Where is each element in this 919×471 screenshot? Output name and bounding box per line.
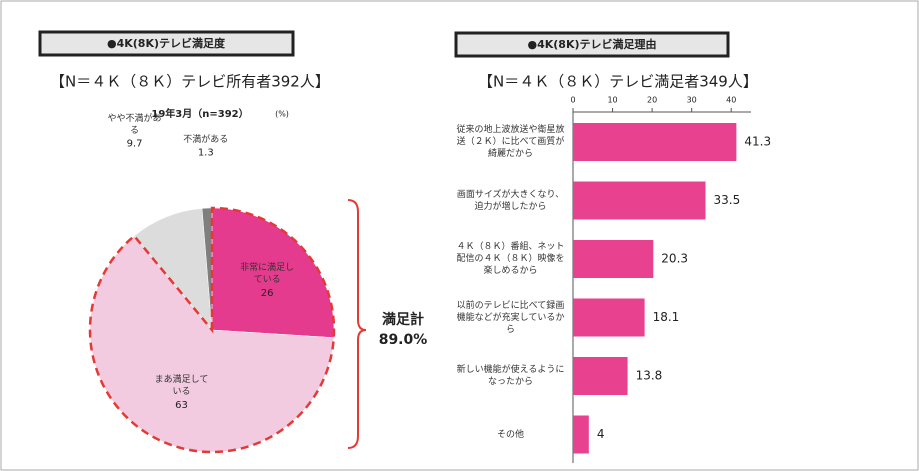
x-tick-label: 10 xyxy=(607,96,617,105)
category-label-box: 以前のテレビに比べて録画機能などが充実しているから xyxy=(456,300,565,335)
bar xyxy=(573,357,628,395)
slice-label: 不満がある xyxy=(183,134,229,145)
slice-label: まあ満足している xyxy=(154,374,209,397)
chart-title: ●4K(8K)テレビ満足度 xyxy=(107,36,226,50)
unit-label: (%) xyxy=(275,110,289,119)
bar-value: 18.1 xyxy=(653,310,680,324)
category-label-box: 新しい機能が使えるようになったから xyxy=(456,365,565,387)
chart-title: ●4K(8K)テレビ満足理由 xyxy=(527,37,656,51)
satisfied-outline xyxy=(88,206,336,454)
bar-value: 20.3 xyxy=(661,252,688,266)
slice-label-box: まあ満足している xyxy=(154,374,209,397)
bar xyxy=(573,240,654,278)
annotation-value: 89.0% xyxy=(379,332,428,348)
bar-value: 13.8 xyxy=(636,369,663,383)
category-label: 以前のテレビに比べて録画機能などが充実しているから xyxy=(456,300,565,335)
slice-value: 63 xyxy=(175,400,188,411)
category-label: 新しい機能が使えるようになったから xyxy=(456,365,565,387)
bar xyxy=(573,123,737,161)
slice-value: 26 xyxy=(261,288,274,299)
bar xyxy=(573,415,589,454)
category-label-box: ４Ｋ（８Ｋ）番組、ネット配信の４Ｋ（８Ｋ）映像を楽しめるから xyxy=(456,242,565,276)
bar-value: 4 xyxy=(597,427,605,441)
pie-slice xyxy=(133,208,213,331)
title-box xyxy=(38,30,295,57)
slice-value: 1.3 xyxy=(198,148,214,159)
x-tick-label: 40 xyxy=(726,96,736,105)
slice-label-box: 不満がある xyxy=(183,134,229,145)
slice-label-box: 非常に満足している xyxy=(240,263,295,286)
slice-label: 非常に満足している xyxy=(240,263,295,286)
category-label-box: 従来の地上波放送や衛星放送（２Ｋ）に比べて画質が綺麗だから xyxy=(456,125,565,159)
bar-value: 33.5 xyxy=(714,193,741,207)
category-label-box: 画面サイズが大きくなり、迫力が増したから xyxy=(456,189,565,212)
slice-value: 9.7 xyxy=(127,139,143,150)
category-label-box: その他 xyxy=(496,429,524,440)
bar-value: 41.3 xyxy=(744,135,771,149)
series-label: 19年3月（n=392） xyxy=(151,107,248,120)
x-tick-label: 30 xyxy=(687,96,697,105)
x-tick-label: 0 xyxy=(570,96,575,105)
bar xyxy=(573,298,645,337)
chart-subtitle: 【N＝４Ｋ（８Ｋ）テレビ所有者392人】 xyxy=(50,73,330,91)
bracket xyxy=(347,199,367,449)
x-tick-label: 20 xyxy=(647,96,657,105)
slice-label-box: やや不満がある xyxy=(107,113,162,136)
category-label: 従来の地上波放送や衛星放送（２Ｋ）に比べて画質が綺麗だから xyxy=(456,125,565,159)
chart-subtitle: 【N＝４Ｋ（８Ｋ）テレビ満足者349人】 xyxy=(478,73,758,91)
category-label: その他 xyxy=(496,429,524,440)
bar xyxy=(573,181,706,220)
annotation-text: 満足計 xyxy=(382,311,424,328)
title-box xyxy=(454,31,730,58)
slice-label: やや不満がある xyxy=(107,113,162,136)
category-label: 画面サイズが大きくなり、迫力が増したから xyxy=(456,189,565,212)
category-label: ４Ｋ（８Ｋ）番組、ネット配信の４Ｋ（８Ｋ）映像を楽しめるから xyxy=(456,242,565,276)
